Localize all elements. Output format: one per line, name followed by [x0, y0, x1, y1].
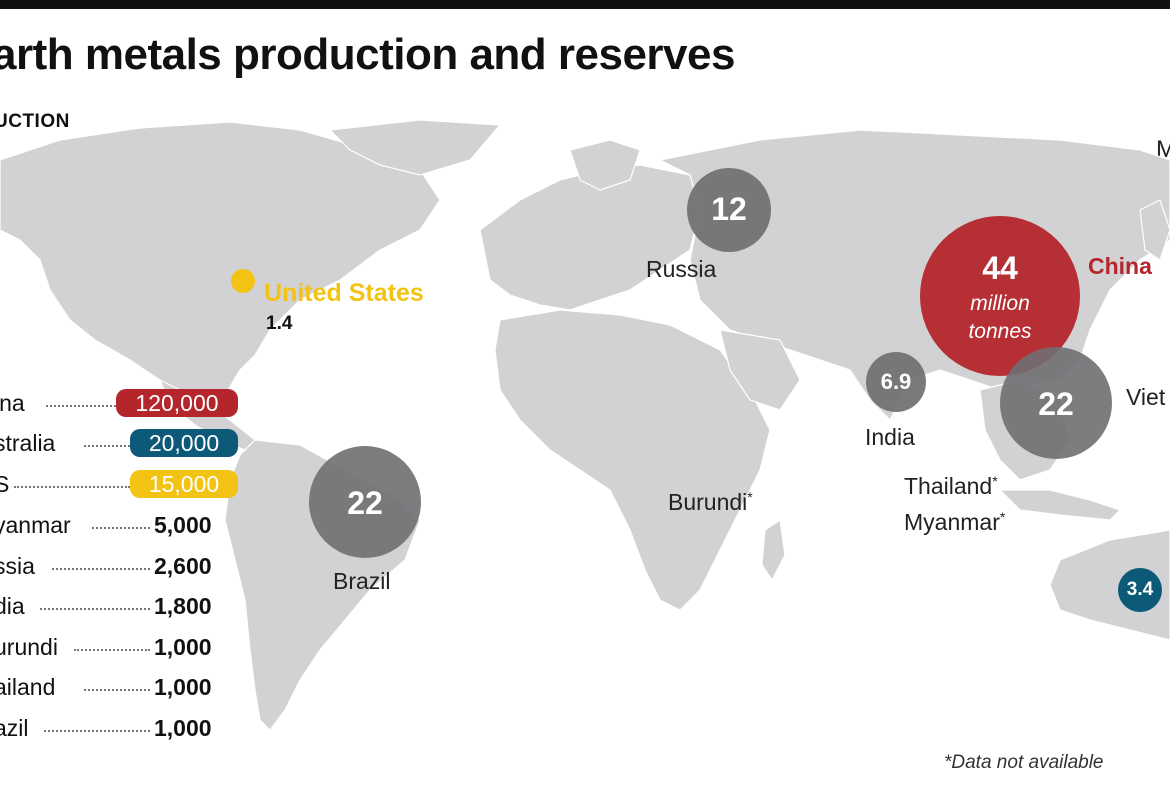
unit-china-line2: tonnes — [968, 320, 1032, 343]
list-item-name: S — [0, 471, 10, 497]
list-item-name: ssia — [0, 553, 35, 579]
label-russia: Russia — [646, 256, 717, 282]
leader-dots — [92, 527, 150, 529]
north-america-landmass — [0, 121, 441, 406]
indonesia-landmass — [998, 489, 1122, 521]
vietnam-bubble — [1000, 347, 1112, 459]
label-burundi: Burundi* — [668, 489, 753, 515]
value-russia: 12 — [711, 191, 747, 227]
label-thailand: Thailand* — [904, 473, 998, 499]
list-item: ssia 2,600 — [0, 550, 240, 584]
leader-dots — [46, 405, 116, 407]
label-united-states: United States — [264, 279, 424, 307]
list-item: yanmar 5,000 — [0, 509, 240, 543]
list-item-name: yanmar — [0, 512, 71, 538]
leader-dots — [44, 730, 150, 732]
scandinavia-landmass — [569, 139, 641, 191]
value-india: 6.9 — [880, 369, 912, 394]
greenland-landmass — [328, 119, 502, 176]
list-item-value: 120,000 — [116, 389, 238, 417]
list-item-name: stralia — [0, 430, 56, 456]
page-title: arth metals production and reserves — [0, 30, 735, 79]
unit-china-line1: million — [970, 292, 1030, 315]
list-item-value: 1,000 — [154, 634, 212, 660]
india-bubble — [866, 352, 926, 412]
africa-landmass — [494, 309, 771, 611]
list-item-value: 15,000 — [130, 470, 238, 498]
list-item-value: 5,000 — [154, 512, 212, 538]
label-china: China — [1088, 253, 1152, 279]
value-china: 44 — [982, 250, 1018, 286]
russia-bubble — [687, 168, 771, 252]
list-item: ailand 1,000 — [0, 671, 240, 705]
value-australia: 3.4 — [1126, 579, 1154, 600]
section-subtitle: UCTION — [0, 111, 70, 132]
list-item-value: 1,000 — [154, 715, 212, 741]
value-vietnam: 22 — [1038, 386, 1074, 422]
list-item-name: azil — [0, 715, 29, 741]
leader-dots — [84, 445, 130, 447]
leader-dots — [14, 486, 130, 488]
arabia-landmass — [719, 329, 801, 411]
australia-bubble — [1118, 568, 1162, 612]
list-item: stralia 20,000 — [0, 427, 240, 461]
list-item-value: 1,000 — [154, 674, 212, 700]
list-item-name: urundi — [0, 634, 58, 660]
japan-landmass — [1139, 199, 1170, 261]
china-bubble — [920, 216, 1080, 376]
value-united-states: 1.4 — [266, 313, 293, 334]
leader-dots — [52, 568, 150, 570]
list-item-name: ailand — [0, 674, 56, 700]
list-item: ina 120,000 — [0, 387, 240, 421]
value-brazil: 22 — [347, 485, 383, 521]
top-bar — [0, 0, 1170, 9]
leader-dots — [40, 608, 150, 610]
united-states-bubble — [231, 269, 255, 293]
list-item: dia 1,800 — [0, 590, 240, 624]
europe-landmass — [479, 164, 701, 311]
list-item-value: 1,800 — [154, 593, 212, 619]
list-item-name: dia — [0, 593, 25, 619]
list-item-value: 2,600 — [154, 553, 212, 579]
footnote: *Data not available — [944, 752, 1104, 773]
list-item-value: 20,000 — [130, 429, 238, 457]
brazil-bubble — [309, 446, 421, 558]
label-vietnam: Viet — [1126, 384, 1166, 410]
label-brazil: Brazil — [333, 568, 391, 594]
leader-dots — [74, 649, 150, 651]
list-item: urundi 1,000 — [0, 631, 240, 665]
list-item: S 15,000 — [0, 468, 240, 502]
australia-landmass — [1049, 529, 1170, 641]
label-india: India — [865, 424, 915, 450]
list-item-name: ina — [0, 390, 25, 416]
leader-dots — [84, 689, 150, 691]
list-item: azil 1,000 — [0, 712, 240, 746]
madagascar-landmass — [761, 518, 786, 582]
label-myanmar: Myanmar* — [904, 509, 1006, 535]
